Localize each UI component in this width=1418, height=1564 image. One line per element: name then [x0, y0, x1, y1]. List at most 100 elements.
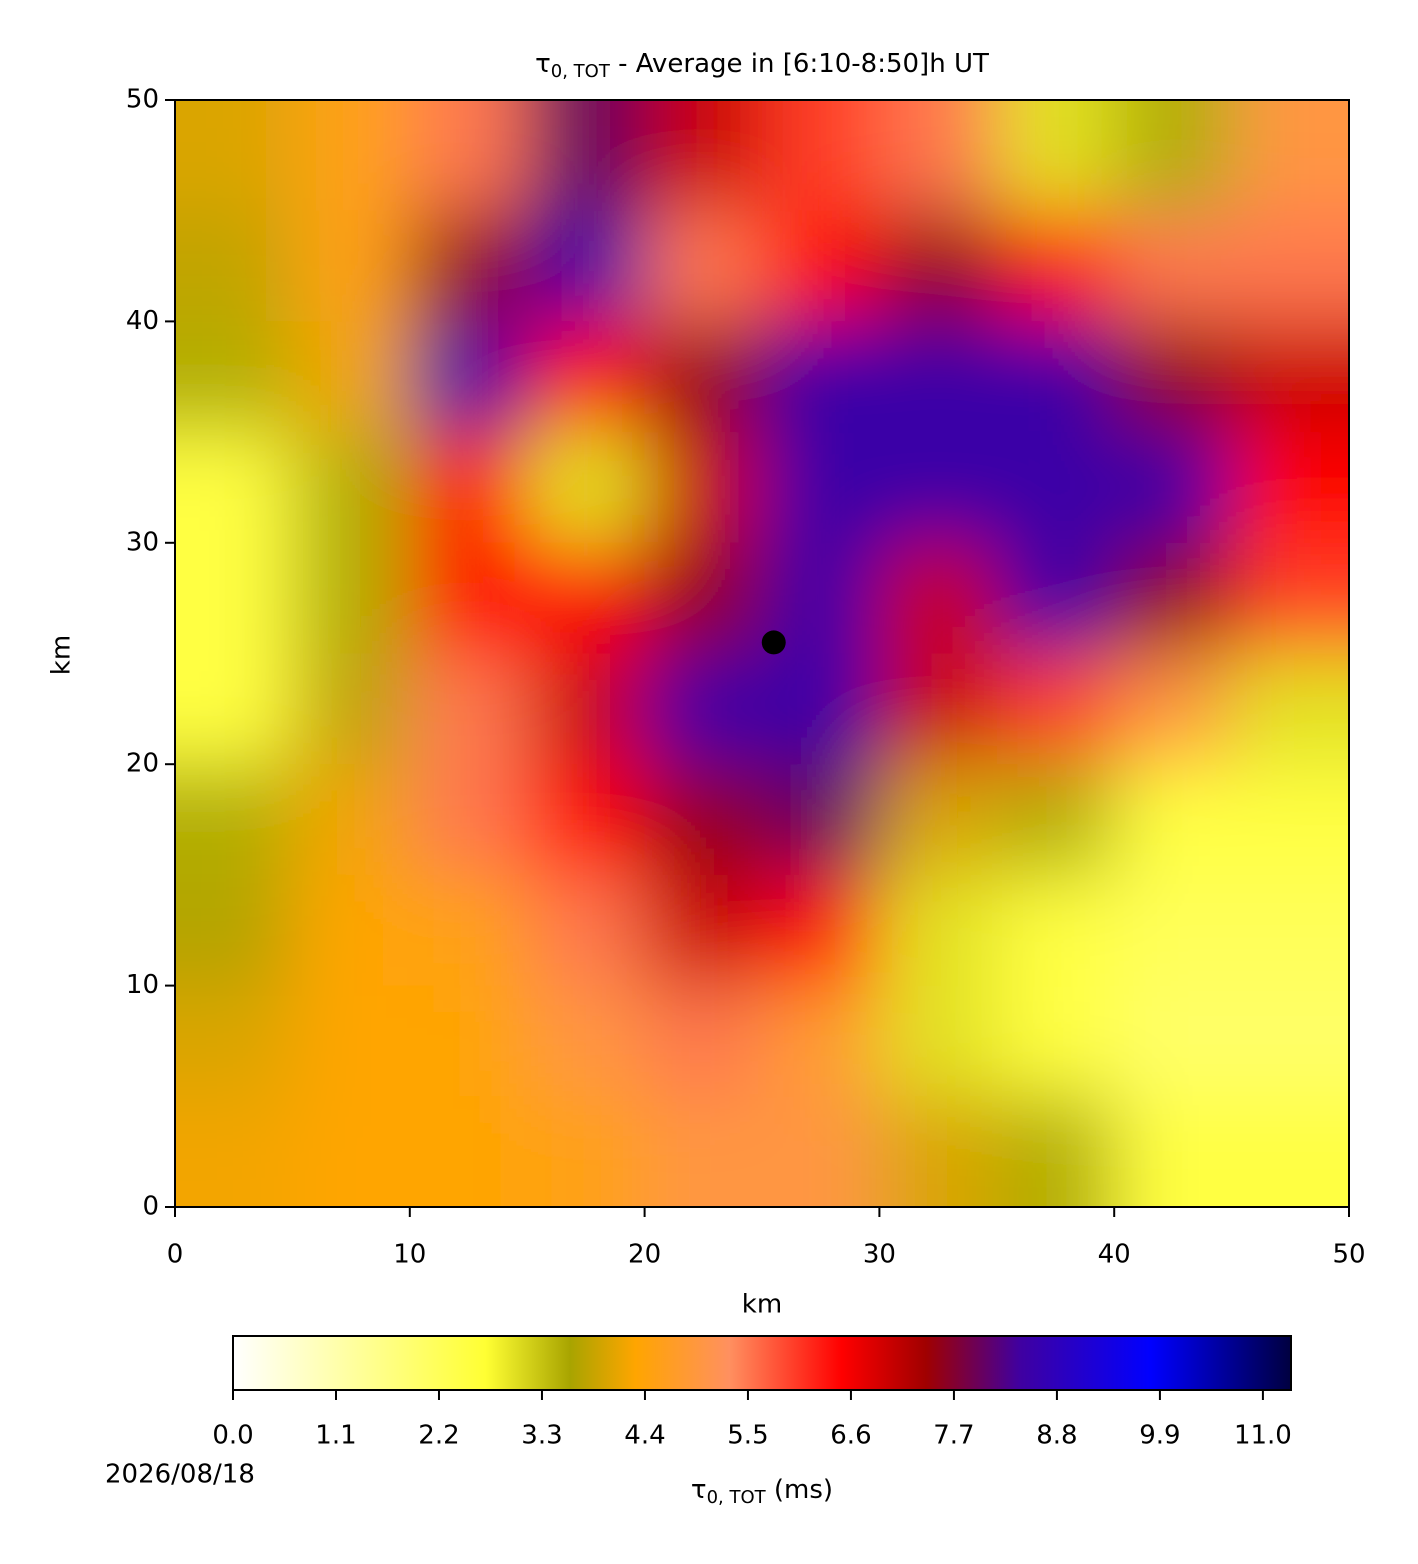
heat-cell: [762, 653, 880, 765]
x-axis-label: km: [742, 1290, 782, 1320]
heat-cell: [644, 985, 762, 1097]
colorbar-tick-label: 3.3: [521, 1421, 562, 1451]
heat-cell: [1231, 874, 1349, 986]
heat-cell: [1114, 1096, 1232, 1207]
heat-cell: [527, 321, 645, 433]
heat-cell: [762, 100, 880, 211]
heat-cell: [996, 764, 1115, 875]
heat-cell: [996, 985, 1115, 1097]
x-tick-label: 40: [1098, 1240, 1131, 1270]
colorbar-tick-label: 8.8: [1036, 1421, 1077, 1451]
heat-cell: [644, 874, 762, 986]
heat-cell: [1231, 100, 1349, 211]
heat-cell: [175, 432, 293, 543]
heat-cell: [409, 1096, 528, 1207]
heat-cell: [292, 100, 410, 211]
heat-cell: [1231, 764, 1349, 875]
heat-cell: [409, 321, 528, 433]
x-tick-label: 10: [393, 1240, 426, 1270]
heat-cell: [644, 210, 762, 322]
x-tick-label: 50: [1332, 1240, 1365, 1270]
heat-cell: [175, 100, 293, 211]
heat-cell: [527, 100, 645, 211]
heat-cell: [996, 210, 1115, 322]
heat-cell: [409, 985, 528, 1097]
colorbar-tick-label: 4.4: [624, 1421, 665, 1451]
heat-cell: [644, 432, 762, 543]
heat-cell: [879, 542, 997, 654]
heat-cell: [879, 764, 997, 875]
heat-cell: [409, 210, 528, 322]
heat-cell: [762, 210, 880, 322]
heat-cell: [644, 100, 762, 211]
heat-cell: [762, 985, 880, 1097]
heat-cell: [644, 542, 762, 654]
date: 2026/08/18: [105, 1460, 255, 1490]
heat-cell: [175, 653, 293, 765]
heat-cell: [1231, 985, 1349, 1097]
heat-cell: [527, 542, 645, 654]
heat-cell: [292, 1096, 410, 1207]
colorbar-tick-label: 11.0: [1234, 1421, 1292, 1451]
heat-cell: [175, 764, 293, 875]
heat-cell: [879, 100, 997, 211]
heat-cell: [996, 1096, 1115, 1207]
heat-cell: [762, 764, 880, 875]
heat-cell: [1114, 764, 1232, 875]
heat-cell: [879, 653, 997, 765]
y-tick-label: 10: [126, 970, 159, 1000]
heat-cell: [175, 321, 293, 433]
heat-cell: [292, 210, 410, 322]
heat-cell: [1114, 210, 1232, 322]
heat-cell: [1231, 1096, 1349, 1207]
heat-cell: [996, 542, 1115, 654]
heat-cell: [175, 985, 293, 1097]
heat-cell: [1114, 100, 1232, 211]
heat-cell: [1114, 653, 1232, 765]
heat-cell: [292, 432, 410, 543]
heat-cell: [409, 432, 528, 543]
x-tick-label: 0: [167, 1240, 184, 1270]
heat-cell: [527, 210, 645, 322]
colorbar-tick-label: 7.7: [933, 1421, 974, 1451]
heat-cell: [292, 764, 410, 875]
heat-cell: [409, 874, 528, 986]
heat-cell: [175, 542, 293, 654]
heat-cell: [879, 210, 997, 322]
heat-cell: [879, 874, 997, 986]
heat-cell: [762, 432, 880, 543]
heat-cell: [175, 1096, 293, 1207]
heat-cell: [1231, 210, 1349, 322]
heat-cell: [996, 100, 1115, 211]
field: [175, 100, 1349, 1207]
heat-cell: [527, 432, 645, 543]
marker: [761, 630, 786, 655]
colorbar-tick-label: 0.0: [212, 1421, 253, 1451]
heat-cell: [644, 321, 762, 433]
colorbar-tick-label: 6.6: [830, 1421, 871, 1451]
heat-cell: [409, 764, 528, 875]
heat-cell: [879, 321, 997, 433]
heat-cell: [1114, 542, 1232, 654]
heat-cell: [996, 432, 1115, 543]
heat-cell: [527, 653, 645, 765]
heat-cell: [879, 1096, 997, 1207]
colorbar-tick-label: 5.5: [727, 1421, 768, 1451]
colorbar-tick-label: 2.2: [418, 1421, 459, 1451]
y-tick-label: 0: [142, 1192, 159, 1222]
heat-cell: [409, 100, 528, 211]
heat-cell: [409, 653, 528, 765]
heat-cell: [996, 653, 1115, 765]
heat-cell: [527, 764, 645, 875]
heat-cell: [1114, 432, 1232, 543]
colorbar-tick-label: 1.1: [315, 1421, 356, 1451]
y-tick-label: 20: [126, 749, 159, 779]
heat-cell: [292, 321, 410, 433]
heat-cell: [175, 874, 293, 986]
heat-cell: [1114, 321, 1232, 433]
cells: [175, 100, 1349, 1207]
heat-cell: [292, 874, 410, 986]
heat-cell: [996, 321, 1115, 433]
heat-cell: [527, 985, 645, 1097]
